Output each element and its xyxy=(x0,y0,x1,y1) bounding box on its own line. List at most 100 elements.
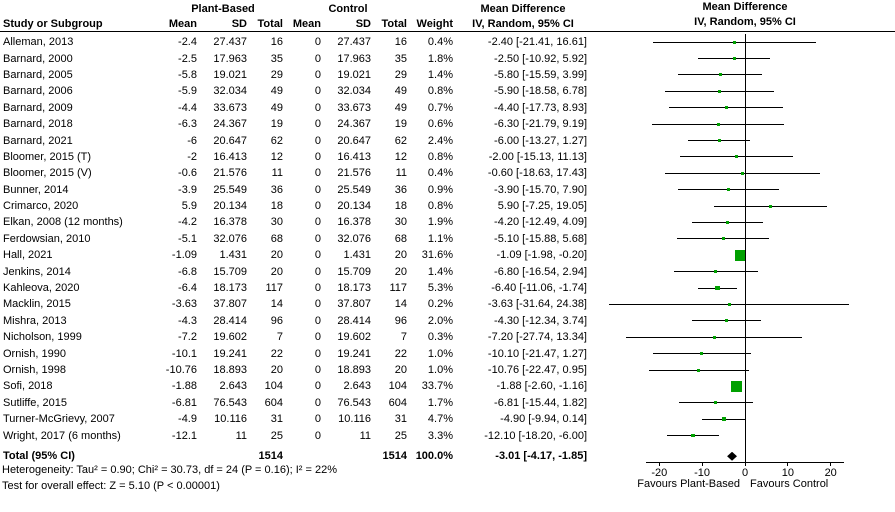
treatment-mean: -5.8 xyxy=(178,68,197,81)
control-total: 49 xyxy=(394,85,407,98)
treatment-total: 11 xyxy=(271,167,283,180)
control-total: 22 xyxy=(394,347,407,360)
control-total: 7 xyxy=(400,331,407,344)
control-mean: 0 xyxy=(314,167,321,180)
study-row: Wright, 2017 (6 months) -12.1 11 25 0 11… xyxy=(0,427,590,443)
treatment-sd: 32.034 xyxy=(213,85,247,98)
treatment-total: 104 xyxy=(264,380,283,393)
control-mean: 0 xyxy=(314,331,321,344)
treatment-sd: 15.709 xyxy=(213,265,247,278)
axis-tick-label: -10 xyxy=(694,467,711,479)
study-weight: 1.8% xyxy=(427,52,453,65)
ci-row xyxy=(595,280,895,296)
treatment-sd: 10.116 xyxy=(214,413,247,426)
control-sd: 16.378 xyxy=(337,216,371,229)
axis-tick xyxy=(830,462,832,466)
treatment-total: 7 xyxy=(276,331,283,344)
control-sd: 33.673 xyxy=(337,101,371,114)
study-ci-text: -1.88 [-2.60, -1.16] xyxy=(496,380,588,393)
treatment-mean: -0.6 xyxy=(178,167,197,180)
treatment-group-title: Plant-Based xyxy=(191,2,255,15)
ci-row xyxy=(595,67,895,83)
study-weight: 1.0% xyxy=(427,347,453,360)
control-sd: 1.431 xyxy=(343,249,371,262)
col-treatment-sd: SD xyxy=(231,17,247,30)
effect-marker xyxy=(740,171,744,175)
treatment-mean: -10.1 xyxy=(171,347,197,360)
treatment-sd: 16.378 xyxy=(213,216,247,229)
col-treatment-mean: Mean xyxy=(168,17,197,30)
axis-tick xyxy=(744,462,746,466)
effect-marker xyxy=(716,122,720,126)
treatment-total: 16 xyxy=(270,36,283,49)
effect-marker xyxy=(714,401,718,405)
study-ci-text: -3.63 [-31.64, 24.38] xyxy=(487,298,587,311)
study-row: Barnard, 2005 -5.8 19.021 29 0 19.021 29… xyxy=(0,67,590,83)
study-row: Sutliffe, 2015 -6.81 76.543 604 0 76.543… xyxy=(0,395,590,411)
study-name: Barnard, 2018 xyxy=(3,118,73,131)
treatment-sd: 2.643 xyxy=(219,380,247,393)
control-total: 16 xyxy=(394,36,407,49)
md-plot-subtitle: IV, Random, 95% CI xyxy=(694,16,796,28)
treatment-sd: 20.134 xyxy=(213,200,247,213)
study-rows: Alleman, 2013 -2.4 27.437 16 0 27.437 16… xyxy=(0,34,590,444)
treatment-mean: -4.9 xyxy=(178,413,197,426)
treatment-mean: -4.3 xyxy=(178,314,197,327)
treatment-total: 18 xyxy=(270,200,283,213)
study-ci-text: -10.76 [-22.47, 0.95] xyxy=(487,364,587,376)
control-total: 117 xyxy=(389,282,407,295)
ci-row xyxy=(595,231,895,247)
control-total: 604 xyxy=(388,396,407,409)
effect-marker xyxy=(727,302,731,306)
treatment-total: 20 xyxy=(270,364,283,376)
study-ci-text: -6.40 [-11.06, -1.74] xyxy=(491,282,587,295)
treatment-sd: 11 xyxy=(235,429,247,442)
col-control-total: Total xyxy=(381,17,407,30)
study-weight: 0.9% xyxy=(427,183,453,196)
control-total: 11 xyxy=(395,167,407,180)
treatment-mean: -3.9 xyxy=(178,183,197,196)
study-weight: 3.3% xyxy=(427,429,453,442)
col-control-sd: SD xyxy=(355,17,371,30)
control-sd: 19.602 xyxy=(337,331,371,344)
study-name: Sofi, 2018 xyxy=(3,380,53,393)
study-row: Ornish, 1990 -10.1 19.241 22 0 19.241 22… xyxy=(0,345,590,361)
ci-row xyxy=(595,182,895,198)
study-weight: 0.2% xyxy=(427,298,453,311)
control-mean: 0 xyxy=(314,183,321,196)
study-row: Macklin, 2015 -3.63 37.807 14 0 37.807 1… xyxy=(0,296,590,312)
control-total: 49 xyxy=(394,101,407,114)
axis-tick xyxy=(787,462,789,466)
control-sd: 19.021 xyxy=(337,68,371,81)
control-mean: 0 xyxy=(314,216,321,229)
study-ci-text: -2.00 [-15.13, 11.13] xyxy=(488,150,587,163)
study-row: Kahleova, 2020 -6.4 18.173 117 0 18.173 … xyxy=(0,280,590,296)
control-total: 35 xyxy=(394,52,407,65)
ci-row xyxy=(595,263,895,279)
study-name: Ornish, 1990 xyxy=(3,347,66,360)
control-mean: 0 xyxy=(314,118,321,131)
study-name: Nicholson, 1999 xyxy=(3,331,82,344)
study-ci-text: -6.00 [-13.27, 1.27] xyxy=(494,134,587,147)
study-ci-text: -3.90 [-15.70, 7.90] xyxy=(494,183,587,196)
ci-row xyxy=(595,378,895,394)
control-mean: 0 xyxy=(314,150,321,163)
control-mean: 0 xyxy=(314,314,321,327)
study-ci-text: -5.80 [-15.59, 3.99] xyxy=(494,68,587,81)
study-row: Nicholson, 1999 -7.2 19.602 7 0 19.602 7… xyxy=(0,329,590,345)
treatment-total: 62 xyxy=(270,134,283,147)
study-weight: 0.6% xyxy=(427,118,453,131)
treatment-sd: 25.549 xyxy=(213,183,247,196)
treatment-total: 36 xyxy=(270,183,283,196)
column-header-row: Study or Subgroup Mean SD Total Mean SD … xyxy=(0,16,590,31)
control-sd: 37.807 xyxy=(337,298,371,311)
col-control-mean: Mean xyxy=(292,17,321,30)
ci-row xyxy=(595,427,895,443)
control-total: 14 xyxy=(394,298,407,311)
study-ci-text: -2.40 [-21.41, 16.61] xyxy=(487,36,587,49)
effect-marker xyxy=(718,89,722,93)
effect-marker xyxy=(768,204,772,208)
study-ci-text: -6.30 [-21.79, 9.19] xyxy=(494,118,587,131)
study-name: Barnard, 2006 xyxy=(3,85,73,98)
